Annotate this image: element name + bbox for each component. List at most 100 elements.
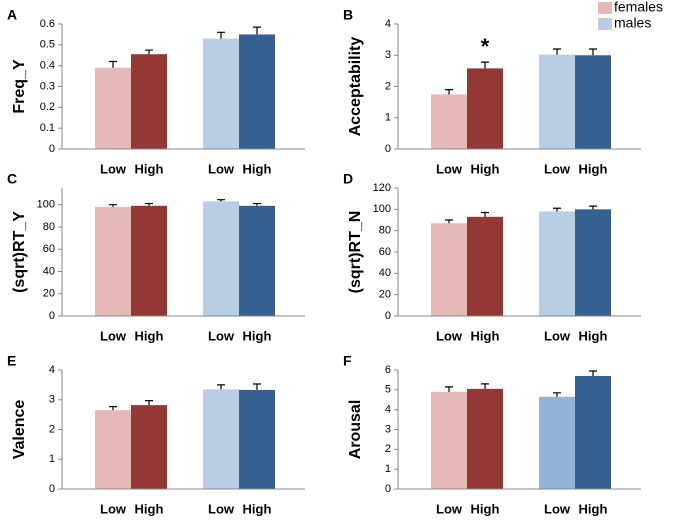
x-tick-label: High — [579, 328, 608, 343]
x-tick-label: Low — [436, 501, 463, 516]
x-tick-label: Low — [544, 328, 571, 343]
y-tick-label: 3 — [49, 394, 55, 406]
y-tick-label: 40 — [379, 267, 391, 279]
bar — [131, 205, 167, 316]
y-tick-label: 1 — [49, 453, 55, 465]
y-tick-label: 60 — [43, 243, 55, 255]
x-tick-label: Low — [208, 501, 235, 516]
bar — [95, 67, 131, 149]
y-tick-label: 20 — [43, 288, 55, 300]
error-bar — [253, 383, 261, 390]
bar — [467, 388, 503, 489]
y-axis-label: Arousal — [347, 400, 364, 460]
annotation: * — [481, 34, 490, 59]
x-tick-label: High — [579, 161, 608, 176]
y-tick-label: 2 — [385, 80, 391, 92]
bar — [575, 375, 611, 489]
legend-swatch — [598, 18, 612, 30]
error-bar — [217, 199, 225, 202]
bar — [575, 209, 611, 316]
bar — [539, 396, 575, 489]
error-bar — [217, 384, 225, 390]
bar — [467, 68, 503, 149]
panel-label: C — [7, 171, 17, 187]
bar — [203, 38, 239, 150]
bar — [539, 54, 575, 149]
error-bar — [445, 386, 453, 392]
bar — [95, 206, 131, 316]
x-tick-label: Low — [436, 328, 463, 343]
panel-label: F — [343, 353, 352, 369]
x-tick-label: High — [471, 501, 500, 516]
y-tick-label: 0.3 — [40, 80, 55, 92]
y-tick-label: 0 — [49, 310, 55, 322]
error-bar — [553, 392, 561, 397]
error-bar — [217, 31, 225, 39]
y-tick-label: 4 — [385, 18, 391, 30]
y-tick-label: 3 — [385, 423, 391, 435]
y-tick-label: 1 — [385, 112, 391, 124]
x-tick-label: High — [135, 501, 164, 516]
y-tick-label: 0 — [385, 310, 391, 322]
x-tick-label: Low — [436, 161, 463, 176]
x-tick-label: Low — [100, 328, 127, 343]
y-tick-label: 0.5 — [40, 39, 55, 51]
y-tick-label: 0 — [385, 143, 391, 155]
bar — [431, 223, 467, 316]
panel-label: B — [343, 7, 353, 23]
bar — [203, 389, 239, 489]
legend-swatch — [598, 2, 612, 14]
x-tick-label: Low — [544, 501, 571, 516]
error-bar — [145, 202, 153, 206]
error-bar — [445, 219, 453, 224]
x-tick-label: High — [135, 328, 164, 343]
y-tick-label: 0.1 — [40, 122, 55, 134]
bar — [431, 391, 467, 489]
y-tick-label: 0.2 — [40, 101, 55, 113]
panel-label: D — [343, 171, 353, 187]
x-tick-label: Low — [544, 161, 571, 176]
y-tick-label: 100 — [373, 203, 391, 215]
y-tick-label: 1 — [385, 463, 391, 475]
y-tick-label: 60 — [379, 246, 391, 258]
y-tick-label: 0.4 — [40, 60, 55, 72]
x-tick-label: High — [243, 328, 272, 343]
y-tick-label: 80 — [379, 225, 391, 237]
y-tick-label: 4 — [49, 364, 55, 376]
y-tick-label: 100 — [37, 199, 55, 211]
bar — [203, 201, 239, 316]
y-axis-label: Acceptability — [347, 37, 364, 137]
error-bar — [481, 383, 489, 389]
y-tick-label: 4 — [385, 404, 391, 416]
y-tick-label: 0.6 — [40, 18, 55, 30]
error-bar — [253, 202, 261, 206]
x-tick-label: Low — [100, 501, 127, 516]
error-bar — [589, 370, 597, 376]
y-tick-label: 80 — [43, 221, 55, 233]
bar — [239, 34, 275, 149]
y-tick-label: 5 — [385, 384, 391, 396]
bar — [239, 389, 275, 489]
error-bar — [253, 26, 261, 35]
bar — [467, 216, 503, 316]
error-bar — [109, 204, 117, 207]
bar — [539, 211, 575, 316]
bar — [131, 405, 167, 489]
y-tick-label: 2 — [385, 443, 391, 455]
y-axis-label: (sqrt)RT_N — [347, 211, 364, 294]
panel-label: E — [7, 353, 16, 369]
legend-label: males — [614, 15, 651, 31]
error-bar — [109, 405, 117, 411]
error-bar — [481, 211, 489, 217]
error-bar — [145, 400, 153, 406]
y-tick-label: 0 — [385, 483, 391, 495]
bar — [239, 205, 275, 316]
error-bar — [145, 49, 153, 55]
x-tick-label: High — [243, 501, 272, 516]
y-tick-label: 0 — [49, 483, 55, 495]
error-bar — [481, 61, 489, 69]
x-tick-label: Low — [208, 161, 235, 176]
x-tick-label: High — [471, 328, 500, 343]
y-tick-label: 0 — [49, 143, 55, 155]
y-axis-label: (sqrt)RT_Y — [11, 211, 28, 293]
